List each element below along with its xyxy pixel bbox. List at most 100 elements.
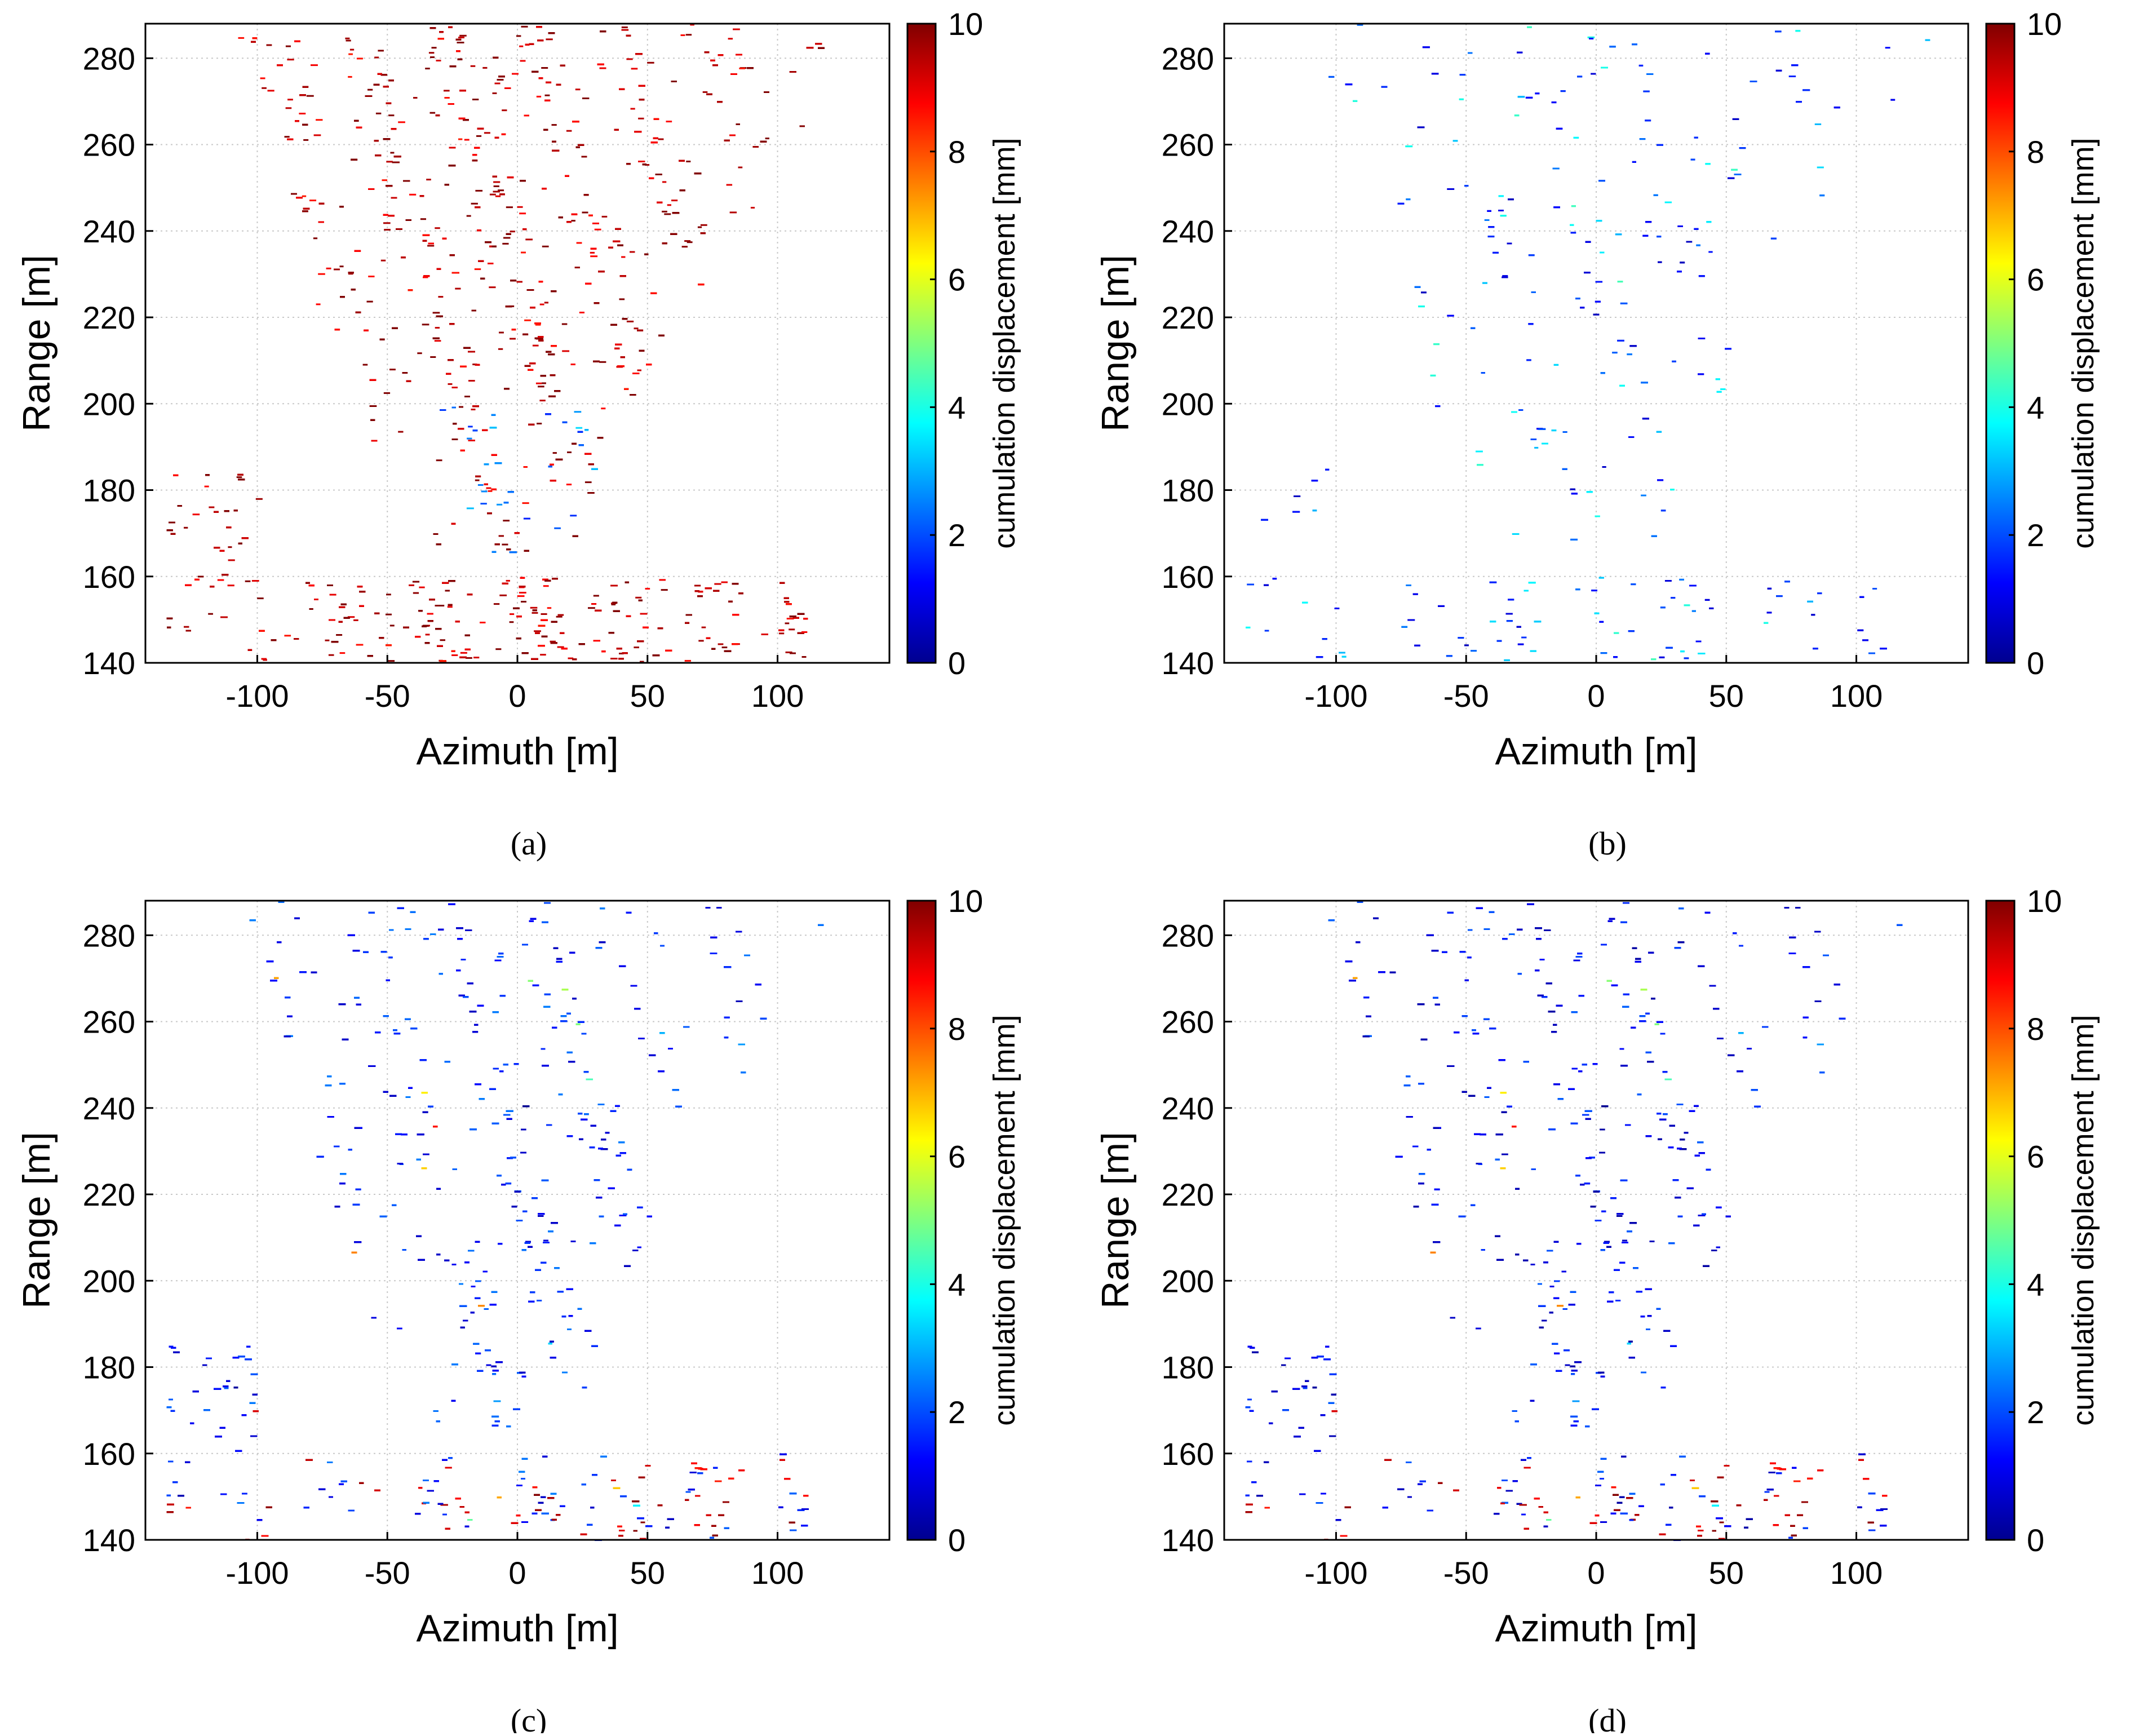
heatmap-cell bbox=[517, 595, 525, 597]
heatmap-cell bbox=[532, 344, 539, 347]
heatmap-cell bbox=[348, 273, 353, 275]
heatmap-cell bbox=[635, 596, 642, 599]
heatmap-cell bbox=[384, 229, 391, 231]
heatmap-cell bbox=[539, 303, 544, 305]
heatmap-cell bbox=[477, 484, 484, 486]
heatmap-cell bbox=[388, 114, 395, 117]
heatmap-cell bbox=[473, 657, 480, 659]
heatmap-cell bbox=[778, 632, 785, 635]
heatmap-cell bbox=[428, 52, 435, 54]
heatmap-cell bbox=[576, 242, 582, 244]
heatmap-cell bbox=[700, 224, 707, 226]
heatmap-cell bbox=[562, 350, 570, 352]
heatmap-cell bbox=[550, 640, 556, 643]
heatmap-cell bbox=[458, 138, 463, 140]
heatmap-cell bbox=[417, 352, 422, 355]
heatmap-cell bbox=[502, 242, 509, 245]
heatmap-cell bbox=[434, 340, 441, 342]
heatmap-cell bbox=[475, 189, 483, 192]
heatmap-cell bbox=[455, 287, 461, 290]
heatmap-cell bbox=[750, 207, 755, 209]
heatmap-cell bbox=[634, 646, 639, 649]
heatmap-cell bbox=[590, 251, 595, 254]
heatmap-cell bbox=[388, 660, 395, 662]
heatmap-cell bbox=[626, 58, 633, 60]
heatmap-cell bbox=[516, 35, 521, 37]
heatmap-cell bbox=[789, 628, 795, 631]
heatmap-cell bbox=[799, 125, 805, 127]
heatmap-cell bbox=[519, 592, 526, 594]
heatmap-cell bbox=[610, 658, 618, 659]
heatmap-cell bbox=[664, 213, 671, 215]
heatmap-cell bbox=[345, 37, 350, 39]
heatmap-cell bbox=[593, 640, 601, 642]
heatmap-cell bbox=[671, 200, 678, 202]
heatmap-cell bbox=[599, 361, 606, 363]
heatmap-cell bbox=[389, 369, 396, 371]
heatmap-cell bbox=[662, 181, 667, 183]
heatmap-cell bbox=[431, 47, 437, 49]
heatmap-cell bbox=[575, 88, 581, 91]
heatmap-cell bbox=[356, 57, 363, 60]
heatmap-cell bbox=[348, 53, 353, 55]
heatmap-cell bbox=[638, 117, 644, 119]
heatmap-cell bbox=[498, 189, 504, 192]
heatmap-cell bbox=[284, 635, 291, 637]
heatmap-cell bbox=[398, 431, 404, 433]
heatmap-cell bbox=[303, 139, 309, 141]
heatmap-cell bbox=[386, 594, 391, 596]
heatmap-cell bbox=[687, 241, 693, 243]
heatmap-cell bbox=[786, 618, 794, 620]
heatmap-cell bbox=[666, 121, 672, 123]
grid bbox=[145, 24, 889, 663]
heatmap-cell bbox=[346, 39, 351, 42]
heatmap-cell bbox=[540, 654, 546, 656]
heatmap-cell bbox=[634, 327, 639, 330]
heatmap-cell bbox=[313, 134, 321, 136]
heatmap-cell bbox=[546, 38, 553, 41]
heatmap-cell bbox=[285, 107, 292, 109]
heatmap-cell bbox=[255, 498, 263, 500]
heatmap-cell bbox=[238, 37, 245, 39]
heatmap-cell bbox=[245, 580, 251, 582]
heatmap-cell bbox=[302, 195, 307, 197]
heatmap-cell bbox=[380, 259, 386, 262]
heatmap-cell bbox=[481, 490, 488, 493]
heatmap-cell bbox=[575, 427, 583, 429]
heatmap-cell bbox=[685, 34, 692, 36]
heatmap-cell bbox=[684, 659, 692, 662]
heatmap-cell bbox=[444, 90, 450, 92]
heatmap-cell bbox=[697, 226, 702, 228]
heatmap-cell bbox=[542, 382, 546, 384]
heatmap-cell bbox=[601, 408, 606, 410]
heatmap-cell bbox=[502, 109, 507, 112]
heatmap-cell bbox=[647, 61, 654, 64]
heatmap-cell bbox=[681, 246, 688, 248]
heatmap-cell bbox=[621, 256, 626, 258]
heatmap-cell bbox=[551, 124, 557, 126]
heatmap-cell bbox=[621, 29, 629, 31]
heatmap-cell bbox=[568, 657, 574, 659]
heatmap-cell bbox=[422, 324, 429, 326]
heatmap-cell bbox=[521, 25, 528, 28]
heatmap-cell bbox=[228, 546, 232, 548]
heatmap-cell bbox=[267, 90, 274, 92]
heatmap-cell bbox=[495, 648, 502, 650]
heatmap-cell bbox=[374, 56, 379, 59]
heatmap-cell bbox=[489, 193, 496, 196]
heatmap-cell bbox=[721, 646, 728, 649]
heatmap-cell bbox=[217, 579, 224, 581]
heatmap-cell bbox=[475, 479, 480, 481]
heatmap-cell bbox=[285, 45, 291, 47]
heatmap-cell bbox=[557, 614, 564, 616]
heatmap-cell bbox=[299, 113, 306, 114]
heatmap-cell bbox=[419, 586, 425, 588]
heatmap-cell bbox=[517, 206, 523, 208]
heatmap-cell bbox=[789, 71, 796, 73]
heatmap-cell bbox=[497, 503, 503, 506]
heatmap-cell bbox=[621, 26, 628, 28]
heatmap-cell bbox=[626, 320, 634, 322]
heatmap-cell bbox=[284, 136, 290, 138]
heatmap-cell bbox=[662, 210, 667, 212]
heatmap-cell bbox=[525, 238, 533, 241]
